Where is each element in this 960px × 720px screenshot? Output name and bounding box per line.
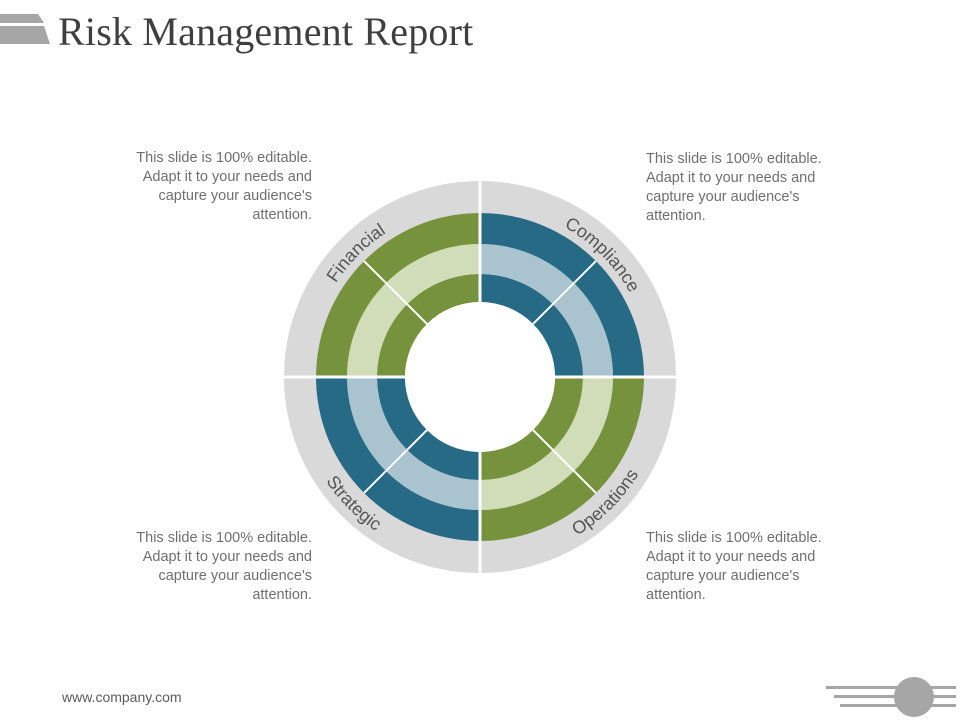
compliance-ring-1 — [480, 274, 583, 377]
operations-divider — [532, 429, 597, 494]
center-hole — [405, 302, 555, 452]
note-bottom-left: This slide is 100% editable. Adapt it to… — [136, 530, 312, 603]
title-accent-bars — [0, 14, 50, 44]
strategic-ring-3 — [316, 377, 480, 541]
note-bottom-right: This slide is 100% editable. Adapt it to… — [646, 530, 822, 603]
footer-url: www.company.com — [62, 689, 182, 705]
compliance-divider — [532, 260, 597, 325]
page-title: Risk Management Report — [58, 9, 474, 54]
financial-ring-2 — [347, 244, 480, 377]
financial-ring-1 — [377, 274, 480, 377]
strategic-ring-1 — [377, 377, 480, 480]
strategic-ring-2 — [347, 377, 480, 510]
compliance-ring-2 — [480, 244, 613, 377]
operations-ring-3 — [480, 377, 644, 541]
operations-ring-2 — [480, 377, 613, 510]
note-top-right: This slide is 100% editable. Adapt it to… — [646, 151, 822, 224]
financial-ring-3 — [316, 213, 480, 377]
footer-decoration — [826, 677, 956, 717]
strategic-divider — [363, 429, 428, 494]
compliance-ring-3 — [480, 213, 644, 377]
operations-ring-1 — [480, 377, 583, 480]
note-top-left: This slide is 100% editable. Adapt it to… — [136, 150, 312, 223]
financial-divider — [363, 260, 428, 325]
